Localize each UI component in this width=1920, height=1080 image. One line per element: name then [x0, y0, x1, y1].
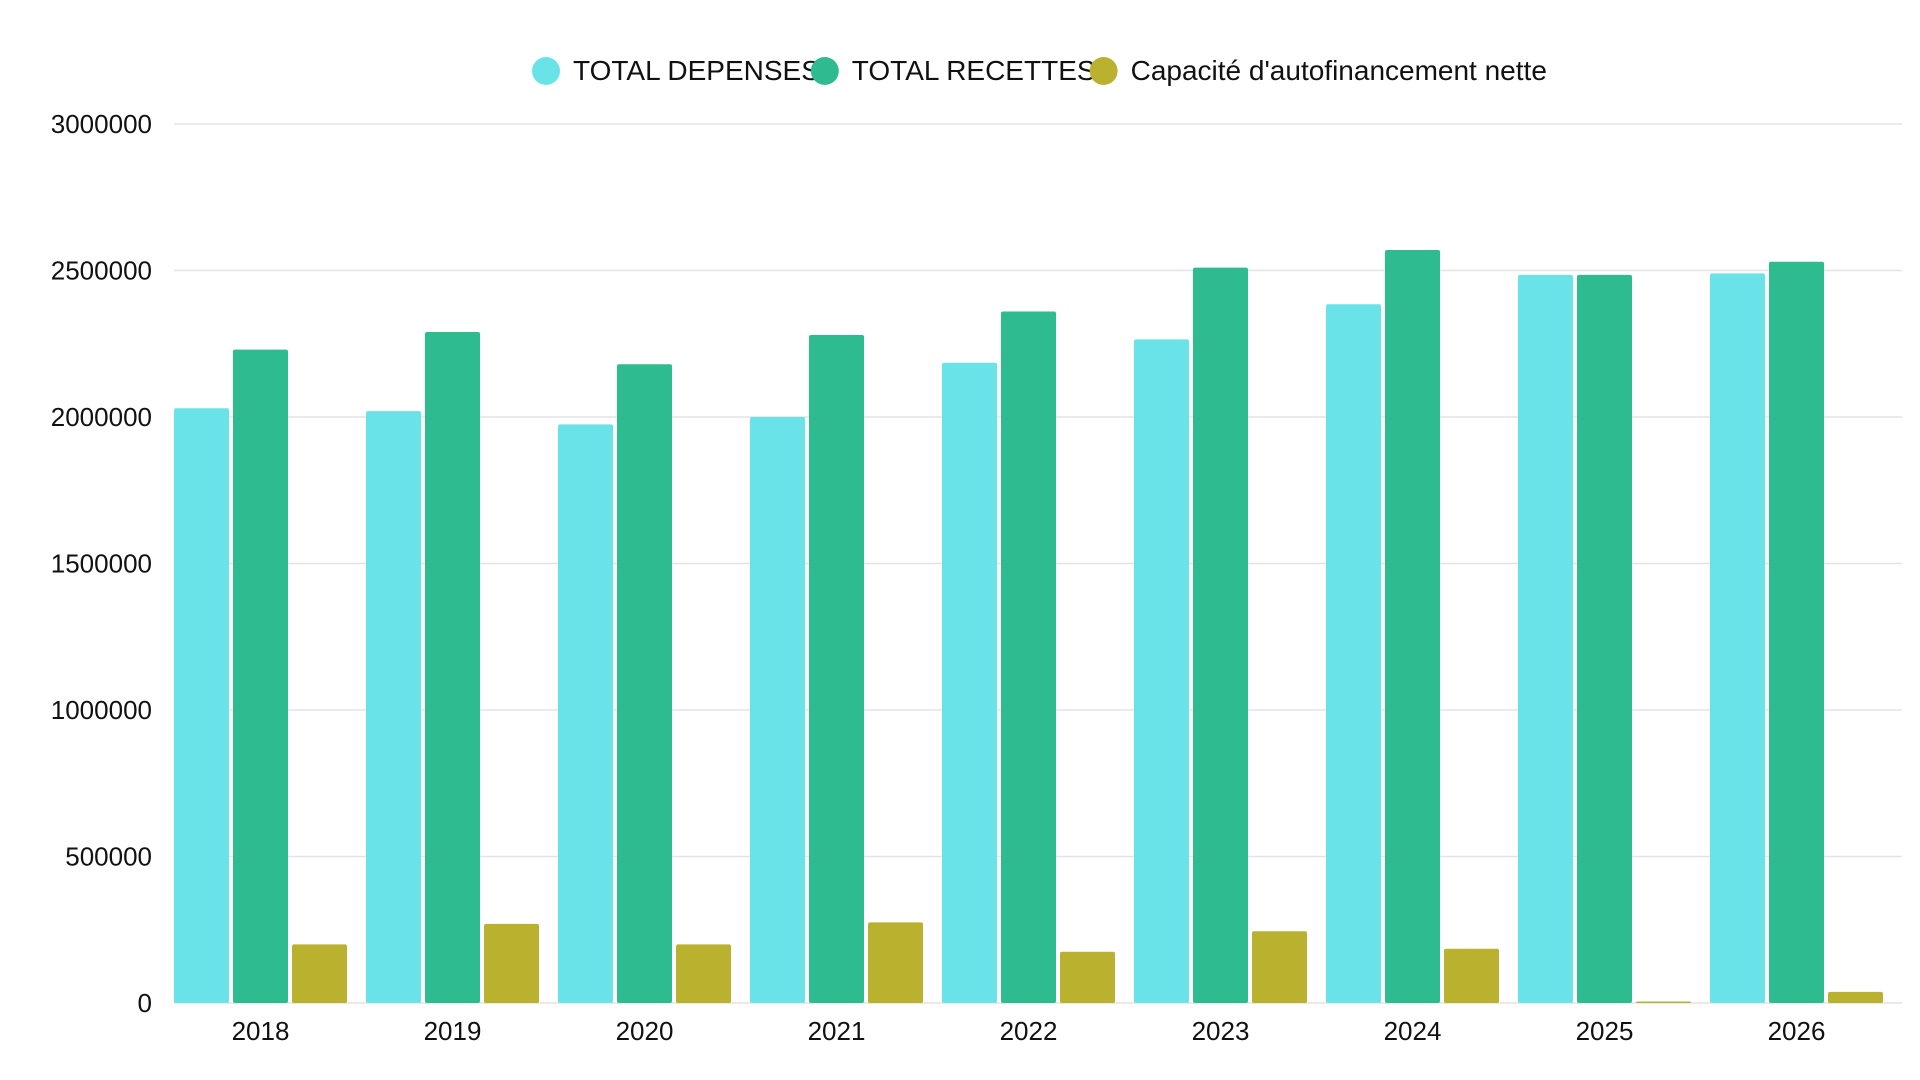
bar-2021-series-3 — [868, 922, 923, 1003]
bar-2020-series-2 — [617, 364, 672, 1003]
y-tick-label: 2500000 — [51, 256, 152, 286]
bar-2021-series-1 — [750, 417, 805, 1003]
bar-2020-series-1 — [558, 424, 613, 1003]
legend-item-2: TOTAL RECETTES — [810, 55, 1096, 86]
bar-2026-series-2 — [1769, 261, 1824, 1004]
legend-label: TOTAL DEPENSES — [573, 55, 820, 86]
y-tick-label: 3000000 — [51, 109, 152, 139]
bar-2019-series-1 — [366, 411, 421, 1003]
bar-2026-series-1 — [1710, 273, 1765, 1003]
legend-item-3: Capacité d'autofinancement nette — [1089, 55, 1547, 86]
x-tick-label: 2025 — [1576, 1016, 1634, 1046]
bar-2023-series-1 — [1134, 339, 1189, 1004]
bar-2026-series-3 — [1828, 991, 1883, 1003]
bar-2022-series-2 — [1001, 311, 1056, 1003]
y-tick-label: 2000000 — [51, 402, 152, 432]
bar-2020-series-3 — [676, 944, 731, 1003]
bar-2018-series-2 — [233, 349, 288, 1003]
bar-2025-series-1 — [1518, 274, 1573, 1003]
legend-swatch — [532, 57, 560, 85]
y-tick-label: 0 — [138, 988, 152, 1018]
bar-2019-series-2 — [425, 332, 480, 1003]
bar-2025-series-3 — [1636, 1001, 1691, 1003]
bar-2019-series-3 — [484, 923, 539, 1003]
x-tick-label: 2026 — [1768, 1016, 1826, 1046]
x-tick-label: 2024 — [1384, 1016, 1442, 1046]
bar-2022-series-3 — [1060, 951, 1115, 1003]
legend-item-1: TOTAL DEPENSES — [532, 55, 820, 86]
x-tick-label: 2020 — [616, 1016, 674, 1046]
y-tick-label: 1500000 — [51, 549, 152, 579]
bars — [174, 249, 1883, 1004]
x-axis: 2018 2019 2020 2021 2022 2023 2024 2025 2026 — [232, 1016, 1826, 1046]
bar-2018-series-1 — [174, 408, 229, 1004]
legend: TOTAL DEPENSES TOTAL RECETTES Capacité d'a… — [532, 55, 1547, 86]
x-tick-label: 2019 — [424, 1016, 482, 1046]
x-tick-label: 2021 — [808, 1016, 866, 1046]
y-tick-label: 500000 — [65, 842, 152, 872]
bar-2024-series-2 — [1385, 249, 1440, 1004]
bar-2024-series-3 — [1444, 948, 1499, 1003]
legend-label: Capacité d'autofinancement nette — [1131, 55, 1547, 86]
x-tick-label: 2018 — [232, 1016, 290, 1046]
x-tick-label: 2022 — [1000, 1016, 1058, 1046]
y-tick-label: 1000000 — [51, 695, 152, 725]
bar-2021-series-2 — [809, 334, 864, 1004]
bar-2022-series-1 — [942, 362, 997, 1003]
bar-2023-series-2 — [1193, 267, 1248, 1003]
bar-2018-series-3 — [292, 944, 347, 1003]
legend-label: TOTAL RECETTES — [852, 55, 1096, 86]
bar-2024-series-1 — [1326, 304, 1381, 1003]
bar-2023-series-3 — [1252, 931, 1307, 1003]
bar-2025-series-2 — [1577, 274, 1632, 1003]
x-tick-label: 2023 — [1192, 1016, 1250, 1046]
legend-swatch — [1089, 57, 1118, 85]
y-axis: 0 500000 1000000 1500000 2000000 2500000 30000… — [51, 109, 152, 1018]
legend-swatch — [810, 57, 839, 85]
